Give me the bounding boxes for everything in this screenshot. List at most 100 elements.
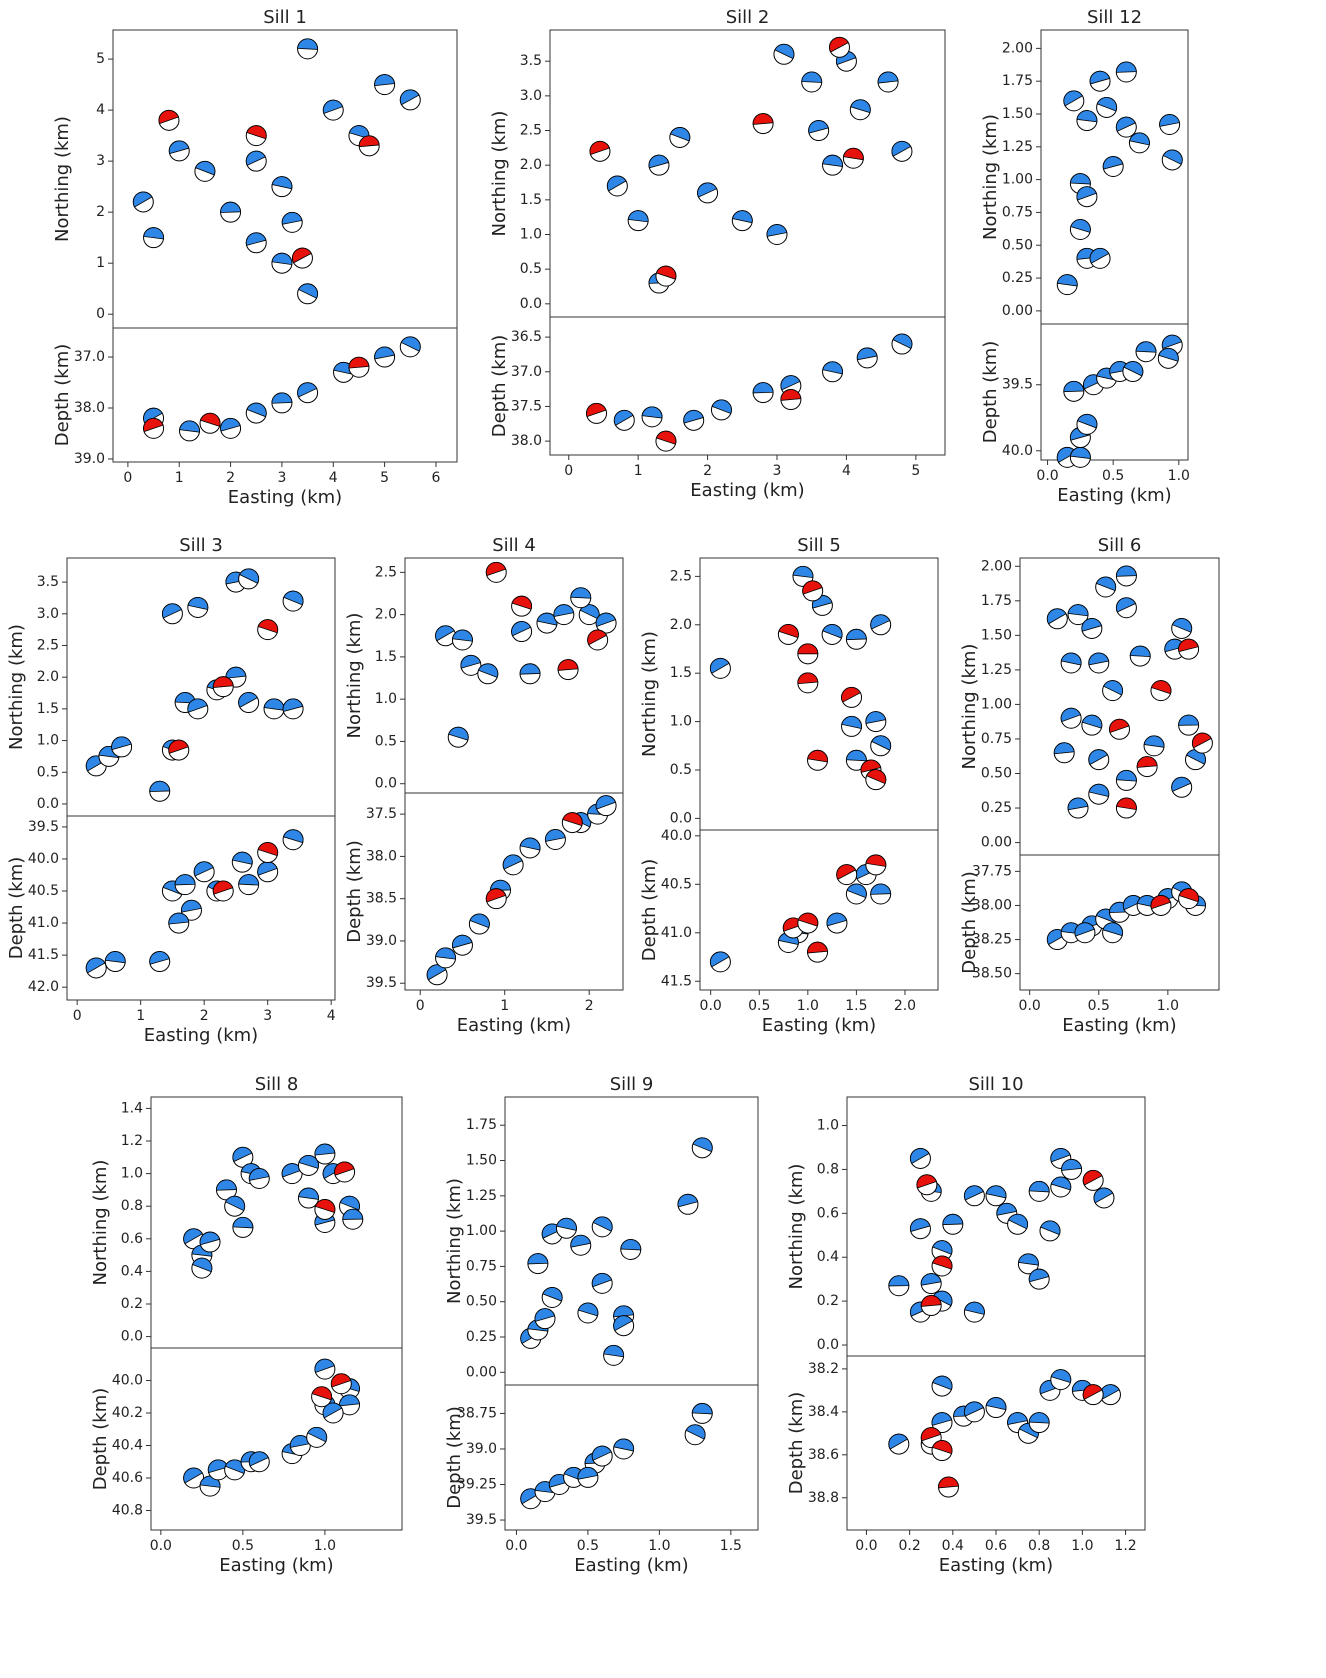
focal-mechanism xyxy=(541,1286,563,1308)
ball-quadrant xyxy=(192,1257,213,1273)
focal-mechanism xyxy=(85,957,107,979)
ball-quadrant xyxy=(932,1240,953,1255)
ball-quadrant xyxy=(589,140,610,156)
ball-quadrant xyxy=(850,99,871,114)
ball-quadrant xyxy=(400,336,421,352)
ball-quadrant xyxy=(212,880,234,895)
focal-mechanism xyxy=(245,125,267,147)
focal-mechanism xyxy=(168,912,190,934)
y-tick-label: 0.75 xyxy=(466,1258,497,1274)
ball-quadrant xyxy=(536,612,558,626)
focal-mechanism xyxy=(1129,645,1151,667)
ball-quadrant xyxy=(677,1194,699,1208)
y-tick-label: 0.4 xyxy=(817,1249,839,1265)
ball-quadrant xyxy=(866,769,887,785)
ball-quadrant xyxy=(200,412,221,427)
focal-mechanism xyxy=(985,1185,1007,1207)
ball-quadrant xyxy=(932,1375,953,1391)
ball-quadrant xyxy=(246,402,267,418)
ball-quadrant xyxy=(1050,1176,1072,1191)
ball-quadrant xyxy=(334,1161,355,1176)
focal-mechanism xyxy=(132,191,154,213)
ball-quadrant xyxy=(460,654,482,669)
y-tick-label: 0.25 xyxy=(981,800,1012,816)
focal-mechanism xyxy=(731,210,753,232)
x-tick-label: 1.0 xyxy=(1168,468,1190,484)
focal-mechanism xyxy=(212,880,234,902)
focal-mechanism xyxy=(183,1467,205,1489)
ball-quadrant xyxy=(1089,248,1110,264)
ball-quadrant xyxy=(307,1426,328,1443)
focal-mechanism xyxy=(1028,1180,1050,1202)
focal-mechanism xyxy=(1060,707,1082,729)
y-tick-label: 0.25 xyxy=(1002,270,1033,286)
focal-mechanism xyxy=(826,912,848,934)
focal-mechanism xyxy=(1089,70,1111,92)
focal-mechanism xyxy=(561,812,583,834)
focal-mechanism xyxy=(180,899,202,921)
y-tick-label: 37.5 xyxy=(366,806,397,822)
ball-quadrant xyxy=(314,1143,336,1156)
y-axis-label: Northing (km) xyxy=(344,613,365,739)
y-tick-label: 40.5 xyxy=(28,883,59,899)
ball-quadrant xyxy=(168,912,190,925)
ball-quadrant xyxy=(683,409,704,424)
focal-mechanism xyxy=(557,659,579,681)
y-tick-label: 1.5 xyxy=(375,649,397,665)
ball-quadrant xyxy=(511,621,532,637)
y-tick-label: 3.0 xyxy=(37,606,59,622)
ball-quadrant xyxy=(931,1255,953,1270)
ball-quadrant xyxy=(843,147,864,161)
y-axis-label: Northing (km) xyxy=(786,1164,807,1290)
focal-mechanism xyxy=(1115,797,1137,819)
focal-mechanism xyxy=(342,1208,364,1230)
ball-quadrant xyxy=(179,420,200,433)
focal-mechanism xyxy=(245,232,267,254)
focal-mechanism xyxy=(143,227,165,249)
panel: 39.5 40.0 40.5 41.0 41.5 42.0 0 1 2 3 4 Easting (km… xyxy=(6,815,336,1046)
focal-mechanism xyxy=(807,749,829,771)
panel-title: Sill 4 xyxy=(492,535,536,556)
x-tick-label: 1 xyxy=(175,470,184,486)
ball-quadrant xyxy=(846,883,867,899)
focal-mechanism xyxy=(766,224,788,246)
focal-mechanism xyxy=(534,1308,556,1330)
ball-quadrant xyxy=(1040,1220,1061,1236)
y-tick-label: 41.0 xyxy=(28,915,59,931)
y-tick-label: 1.25 xyxy=(981,662,1012,678)
ball-quadrant xyxy=(298,1187,319,1200)
ball-quadrant xyxy=(469,913,490,929)
ball-quadrant xyxy=(797,912,819,927)
focal-mechanism xyxy=(194,160,216,182)
focal-mechanism xyxy=(589,140,611,162)
panel: 0.0 0.2 0.4 0.6 0.8 1.0 1.2 1.4 Sill 8 Northing (… xyxy=(90,1074,403,1349)
ball-quadrant xyxy=(586,403,607,418)
ball-quadrant xyxy=(870,883,892,895)
ball-quadrant xyxy=(891,140,912,157)
focal-mechanism xyxy=(158,109,180,131)
focal-mechanism xyxy=(1050,1176,1072,1198)
x-tick-label: 0.5 xyxy=(1102,468,1124,484)
focal-mechanism xyxy=(1067,797,1089,819)
ball-quadrant xyxy=(1115,116,1136,132)
plot-frame xyxy=(1040,323,1189,461)
y-tick-label: 0.5 xyxy=(37,764,59,780)
focal-mechanism xyxy=(587,629,609,651)
focal-mechanism xyxy=(802,580,824,602)
y-tick-label: 40.6 xyxy=(112,1470,143,1486)
x-tick-label: 0.5 xyxy=(1088,998,1110,1014)
ball-quadrant xyxy=(641,406,663,419)
ball-quadrant xyxy=(1116,770,1137,782)
ball-quadrant xyxy=(1053,742,1075,755)
ball-quadrant xyxy=(545,829,566,842)
x-tick-label: 2 xyxy=(585,998,594,1014)
focal-mechanism xyxy=(168,739,190,761)
ball-quadrant xyxy=(774,43,795,60)
focal-mechanism xyxy=(281,211,303,233)
ball-quadrant xyxy=(426,964,447,981)
focal-mechanism xyxy=(1150,894,1172,916)
x-axis-label: Easting (km) xyxy=(690,480,804,501)
panel-title: Sill 10 xyxy=(968,1074,1023,1095)
y-tick-label: 2.5 xyxy=(520,123,542,139)
ball-quadrant xyxy=(220,201,241,213)
